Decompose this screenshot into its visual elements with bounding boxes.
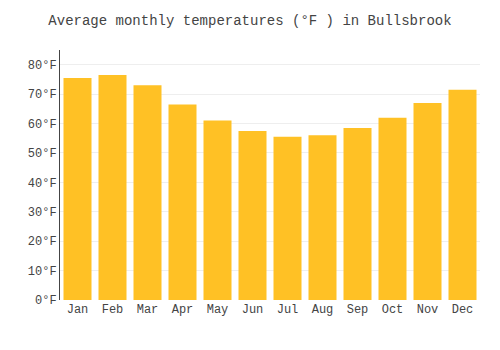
svg-text:40°F: 40°F	[28, 177, 57, 191]
svg-text:70°F: 70°F	[28, 88, 57, 102]
svg-text:Apr: Apr	[172, 303, 194, 317]
svg-text:Nov: Nov	[417, 303, 439, 317]
svg-text:60°F: 60°F	[28, 118, 57, 132]
svg-text:Oct: Oct	[382, 303, 404, 317]
svg-text:20°F: 20°F	[28, 235, 57, 249]
svg-text:80°F: 80°F	[28, 59, 57, 73]
svg-text:Sep: Sep	[347, 303, 369, 317]
svg-text:Aug: Aug	[312, 303, 334, 317]
svg-text:Mar: Mar	[137, 303, 159, 317]
svg-text:50°F: 50°F	[28, 147, 57, 161]
svg-text:Average monthly temperatures (: Average monthly temperatures (°F ) in Bu…	[48, 13, 451, 29]
svg-text:May: May	[207, 303, 229, 317]
svg-text:Jan: Jan	[67, 303, 89, 317]
svg-text:Dec: Dec	[452, 303, 474, 317]
svg-text:0°F: 0°F	[35, 294, 57, 308]
svg-text:Feb: Feb	[102, 303, 124, 317]
svg-text:10°F: 10°F	[28, 265, 57, 279]
svg-text:30°F: 30°F	[28, 206, 57, 220]
svg-text:Jul: Jul	[277, 303, 299, 317]
svg-text:Jun: Jun	[242, 303, 264, 317]
